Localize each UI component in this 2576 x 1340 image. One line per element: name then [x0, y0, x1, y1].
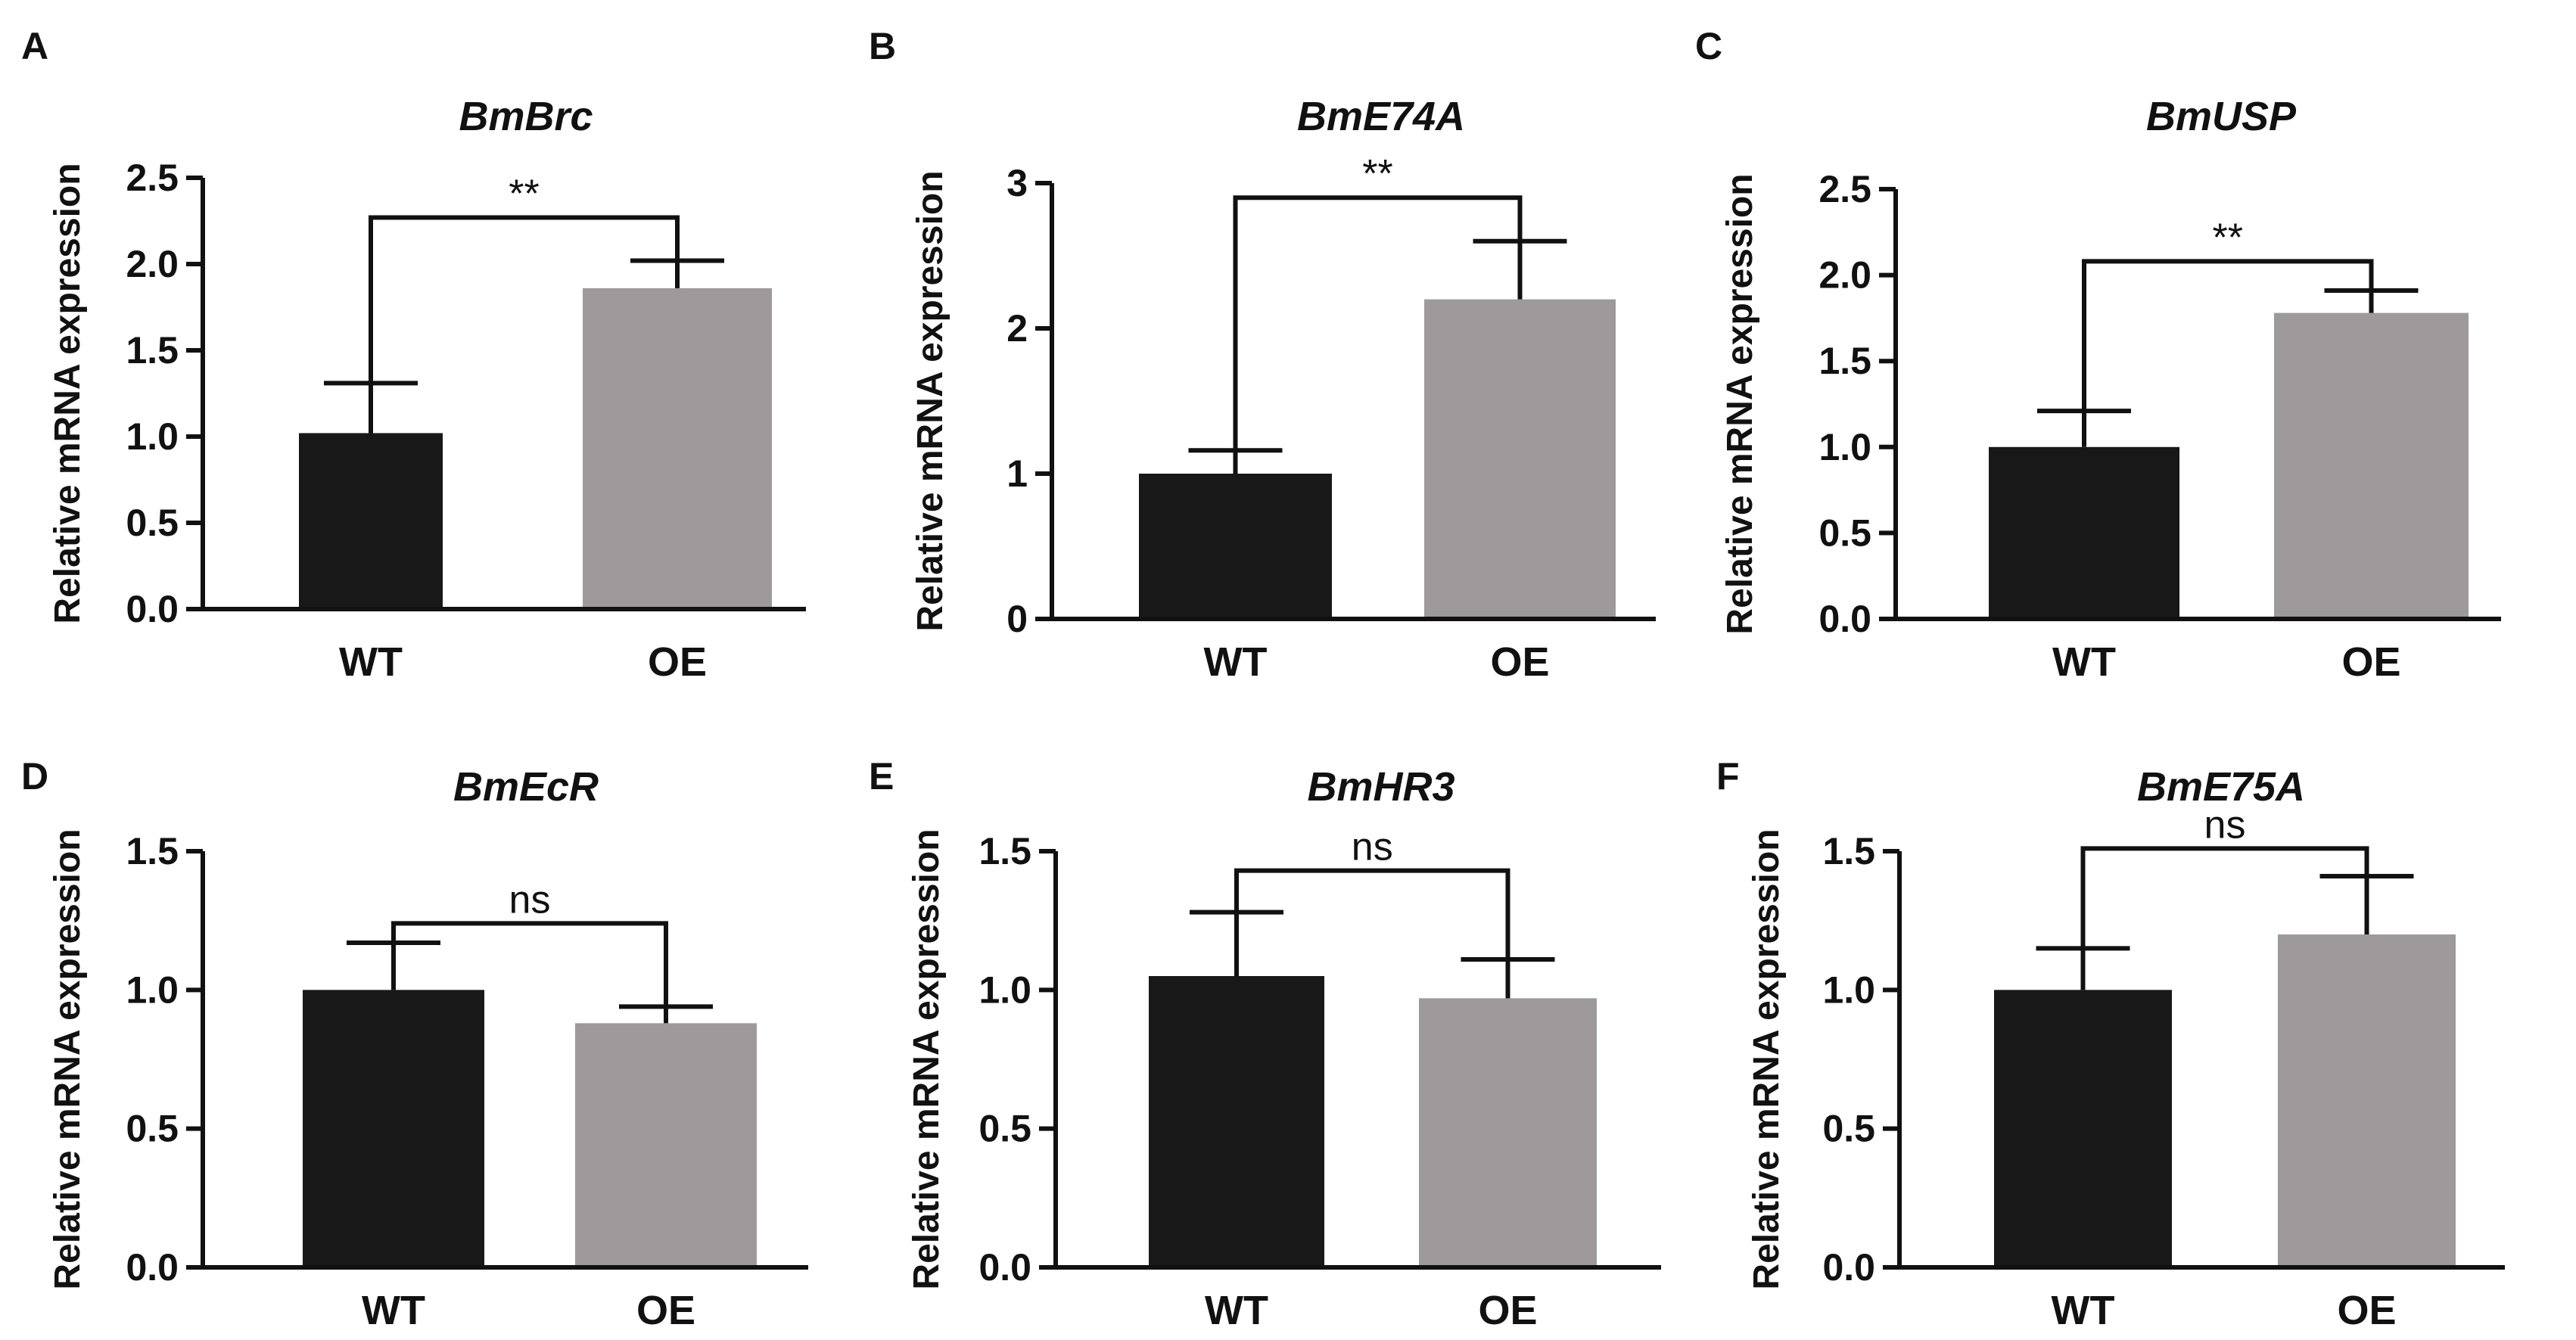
y-tick-label: 1 — [1006, 452, 1028, 495]
panel-letter: A — [21, 25, 48, 67]
chart-title: BmE75A — [2137, 764, 2305, 810]
bar-oe — [2278, 934, 2456, 1267]
bar-oe — [2274, 312, 2469, 619]
panel-letter: C — [1695, 25, 1722, 67]
chart-panel-c: C BmUSP Relative mRNA expression ** 0.0 0.5 1.… — [1695, 25, 2501, 685]
significance-bracket — [1233, 195, 1523, 451]
y-axis-label: Relative mRNA expression — [48, 163, 88, 623]
significance-bracket — [391, 921, 668, 1007]
bar-oe — [1419, 998, 1597, 1267]
x-category-label: WT — [362, 1288, 425, 1333]
chart-panel-a: A BmBrc Relative mRNA expression ** 0.0 0.5 1.… — [21, 25, 806, 685]
y-tick-label: 2 — [1006, 307, 1028, 350]
y-axis-label: Relative mRNA expression — [907, 829, 947, 1289]
x-category-label: OE — [1490, 639, 1549, 685]
y-tick-label: 2.5 — [1818, 168, 1871, 210]
bar-wt — [1149, 976, 1324, 1267]
significance-bracket — [2080, 846, 2369, 949]
y-tick-label: 1.5 — [126, 329, 179, 372]
x-category-label: OE — [636, 1288, 695, 1333]
y-tick-label: 1.5 — [978, 830, 1031, 872]
y-tick-label: 1.5 — [1818, 340, 1871, 382]
y-tick-label: 0.5 — [978, 1108, 1031, 1150]
y-tick-label: 0.5 — [126, 502, 179, 544]
y-tick-label: 1.0 — [126, 968, 179, 1011]
y-tick-label: 0.5 — [1822, 1108, 1875, 1150]
x-category-label: WT — [2052, 639, 2116, 685]
chart-title: BmBrc — [459, 94, 593, 139]
bar-oe — [1424, 299, 1616, 619]
bar-wt — [1989, 446, 2179, 619]
y-tick-label: 1.5 — [126, 830, 179, 872]
chart-title: BmEcR — [453, 764, 599, 810]
significance-label: ns — [1352, 825, 1393, 869]
x-category-label: WT — [339, 639, 403, 685]
chart-panel-e: E BmHR3 Relative mRNA expression ns 0.0 0.5 1.… — [869, 755, 1661, 1333]
x-category-label: OE — [2341, 639, 2400, 685]
y-tick-label: 1.5 — [1822, 830, 1875, 872]
significance-label: ** — [509, 172, 539, 216]
bar-oe — [583, 288, 772, 609]
chart-panel-b: B BmE74A Relative mRNA expression ** 0 1 2 3 WT O… — [869, 25, 1656, 685]
y-tick-label: 3 — [1006, 162, 1028, 204]
significance-label: ns — [509, 878, 551, 922]
y-axis-label: Relative mRNA expression — [1720, 173, 1760, 634]
y-axis-label: Relative mRNA expression — [1747, 829, 1787, 1289]
y-tick-label: 0.0 — [978, 1246, 1031, 1289]
x-category-label: WT — [1205, 1288, 1268, 1333]
bar-wt — [1994, 990, 2172, 1267]
chart-title: BmHR3 — [1307, 764, 1454, 810]
y-tick-label: 1.0 — [1822, 968, 1875, 1011]
x-category-label: WT — [1204, 639, 1268, 685]
y-tick-label: 2.5 — [126, 157, 179, 199]
y-tick-label: 1.0 — [126, 415, 179, 458]
bar-oe — [575, 1023, 757, 1267]
x-category-label: OE — [2337, 1288, 2396, 1333]
significance-label: ** — [1362, 152, 1392, 196]
significance-bracket — [369, 215, 680, 384]
x-category-label: WT — [2052, 1288, 2115, 1333]
significance-bracket — [2082, 259, 2374, 412]
y-tick-label: 0.5 — [126, 1108, 179, 1150]
panel-letter: B — [869, 25, 896, 67]
panel-letter: E — [869, 755, 894, 797]
significance-bracket — [1234, 868, 1510, 959]
chart-panel-d: D BmEcR Relative mRNA expression ns 0.0 0.5 1.… — [21, 755, 808, 1333]
y-tick-label: 0.0 — [1818, 598, 1871, 640]
y-axis-label: Relative mRNA expression — [910, 170, 950, 631]
bar-wt — [303, 990, 484, 1267]
y-tick-label: 1.0 — [978, 968, 1031, 1011]
significance-label: ** — [2213, 216, 2243, 260]
y-tick-label: 0.0 — [1822, 1246, 1875, 1289]
chart-title: BmUSP — [2146, 94, 2297, 139]
chart-title: BmE74A — [1297, 94, 1465, 139]
y-tick-label: 0 — [1006, 598, 1028, 640]
bar-wt — [299, 433, 443, 609]
x-category-label: OE — [1478, 1288, 1537, 1333]
y-tick-label: 0.5 — [1818, 511, 1871, 554]
y-tick-label: 0.0 — [126, 588, 179, 630]
y-axis-label: Relative mRNA expression — [48, 829, 88, 1289]
chart-panel-f: F BmE75A Relative mRNA expression ns 0.0 0.5 1… — [1716, 755, 2505, 1333]
y-tick-label: 0.0 — [126, 1246, 179, 1289]
y-tick-label: 2.0 — [126, 243, 179, 285]
significance-label: ns — [2204, 803, 2246, 847]
panel-letter: D — [21, 755, 48, 797]
bar-wt — [1139, 474, 1332, 619]
x-category-label: OE — [648, 639, 707, 685]
y-tick-label: 2.0 — [1818, 254, 1871, 297]
y-tick-label: 1.0 — [1818, 426, 1871, 468]
panel-letter: F — [1716, 755, 1740, 797]
